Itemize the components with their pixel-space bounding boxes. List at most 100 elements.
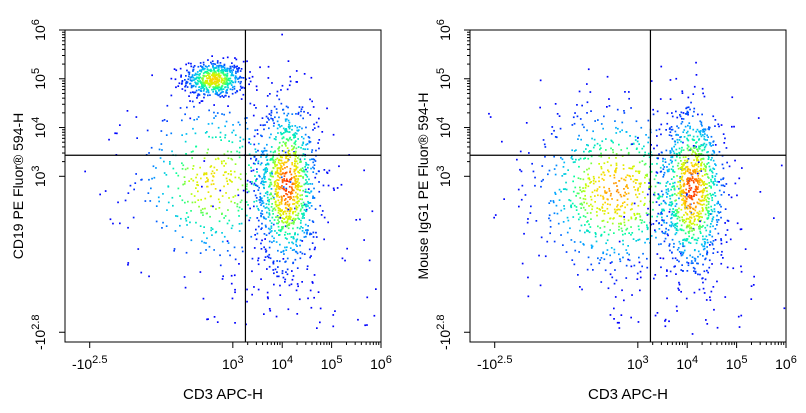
y-tick-label: 106 [435,19,453,41]
event-dot [696,159,698,162]
event-dot [313,158,316,161]
event-dot [285,225,288,228]
event-dot [543,143,546,146]
event-dot [712,181,715,183]
event-dot [571,202,574,205]
event-dot [281,227,284,230]
event-dot [686,217,688,220]
event-dot [687,170,689,173]
event-dot [220,91,223,94]
event-dot [174,230,177,232]
event-dot [618,225,620,228]
event-dot [313,123,315,126]
event-dot [648,185,651,188]
event-dot [685,200,688,203]
event-dot [660,151,663,154]
event-dot [295,214,297,216]
event-dot [607,169,609,172]
event-dot [613,251,616,254]
event-dot [548,214,551,217]
event-dot [267,65,270,68]
event-dot [230,173,232,176]
event-dot [702,168,705,171]
event-dot [309,141,312,143]
event-dot [226,222,229,225]
event-dot [261,135,263,138]
event-dot [312,171,315,173]
event-dot [711,263,713,265]
event-dot [633,186,635,188]
event-dot [287,160,289,162]
event-dot [280,228,283,231]
event-dot [269,193,271,196]
event-dot [150,187,152,190]
event-dot [705,206,707,209]
event-dot [104,190,107,192]
event-dot [267,256,270,259]
event-dot [694,270,697,273]
event-dot [677,167,680,170]
event-dot [655,220,658,222]
event-dot [666,233,669,235]
event-dot [583,201,585,204]
event-dot [656,312,659,314]
event-dot [215,74,218,76]
event-dot [646,228,649,231]
event-dot [714,178,716,180]
event-dot [208,75,211,78]
event-dot [654,229,656,232]
event-dot [214,66,217,69]
event-dot [699,224,701,227]
event-dot [233,66,236,69]
event-dot [288,137,291,140]
event-dot [675,199,677,202]
event-dot [655,171,658,173]
event-dot [681,270,684,272]
event-dot [315,121,318,124]
event-dot [705,319,707,321]
event-dot [300,185,303,188]
event-dot [587,157,590,160]
event-dot [638,172,640,174]
event-dot [759,191,762,193]
event-dot [206,131,208,133]
event-dot [303,170,306,173]
event-dot [664,201,666,204]
event-dot [599,209,602,211]
event-dot [276,232,278,234]
event-dot [655,174,657,177]
event-dot [245,323,247,326]
event-dot [284,278,287,281]
event-dot [713,210,716,213]
event-dot [638,182,641,185]
event-dot [653,193,655,196]
event-dot [235,66,237,68]
event-dot [119,124,121,126]
event-dot [626,174,629,177]
event-dot [214,70,217,73]
event-dot [222,57,225,59]
event-dot [615,167,618,169]
event-dot [221,195,224,197]
event-dot [558,199,561,201]
event-dot [691,115,694,117]
event-dot [643,155,645,157]
event-dot [685,297,688,300]
event-dot [295,147,298,150]
event-dot [292,222,294,224]
event-dot [220,88,223,91]
event-dot [603,225,606,228]
event-dot [219,136,222,138]
event-dot [688,179,691,182]
event-dot [662,209,664,211]
event-dot [535,220,538,222]
event-dot [704,133,706,135]
event-dot [684,156,687,158]
event-dot [226,74,228,77]
event-dot [279,176,281,179]
event-dot [311,158,313,161]
event-dot [233,274,236,277]
event-dot [656,162,658,165]
event-dot [695,74,698,76]
event-dot [691,173,694,175]
